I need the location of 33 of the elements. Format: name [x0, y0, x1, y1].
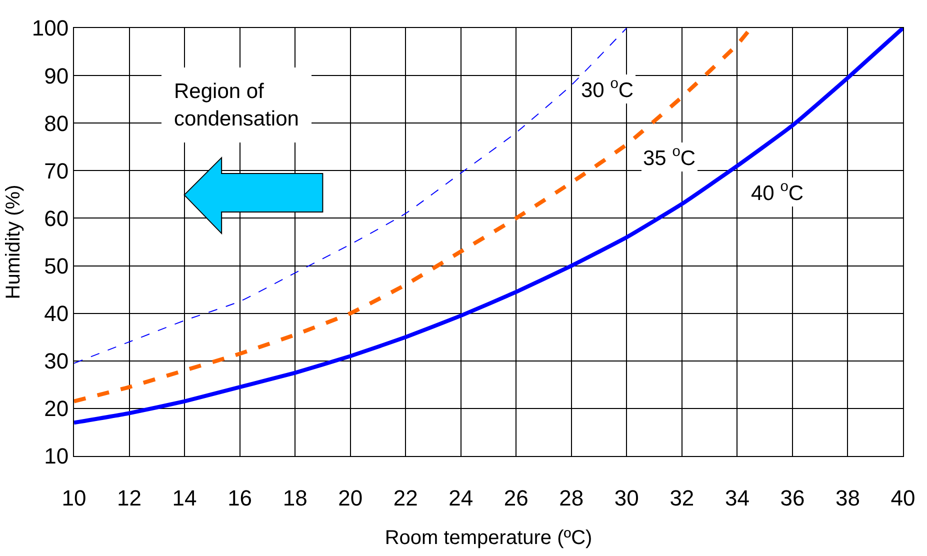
- x-tick-label: 38: [835, 485, 860, 510]
- y-tick-label: 90: [44, 63, 69, 88]
- x-tick-label: 20: [338, 485, 363, 510]
- x-tick-label: 34: [724, 485, 750, 510]
- y-tick-label: 20: [44, 396, 69, 422]
- series-label: 30 $^{o}$C: [581, 76, 634, 102]
- y-tick-label: 30: [44, 348, 69, 374]
- x-tick-label: 18: [282, 485, 308, 510]
- series-label: 35 $^{o}$C: [643, 144, 696, 170]
- annotation: Region of condensation: [174, 80, 299, 130]
- x-tick-label: 12: [117, 485, 142, 510]
- x-tick-label: 22: [393, 485, 418, 510]
- y-tick-label: 80: [44, 110, 69, 136]
- x-axis-title: Room temperature (ºC): [384, 526, 592, 549]
- series-label: 40 $^{o}$C: [751, 179, 804, 205]
- y-tick-label: 60: [44, 206, 69, 231]
- y-tick-label: 50: [44, 253, 69, 278]
- x-tick-label: 24: [448, 485, 474, 510]
- x-tick-label: 32: [670, 485, 694, 510]
- x-tick-label: 10: [62, 485, 86, 510]
- x-tick-label: 28: [559, 485, 584, 510]
- x-tick-label: 14: [172, 485, 197, 510]
- y-tick-label: 40: [44, 301, 69, 326]
- y-axis-title: Humidity (%): [2, 184, 24, 300]
- x-tick-label: 16: [228, 485, 252, 510]
- x-tick-label: 26: [504, 485, 528, 510]
- x-tick-label: 40: [890, 485, 916, 510]
- y-tick-label: 100: [32, 16, 69, 41]
- x-tick-label: 36: [780, 485, 805, 510]
- line-series: [74, 28, 903, 425]
- y-tick-label: 70: [44, 158, 69, 184]
- y-tick-label: 10: [44, 444, 69, 469]
- x-tick-label: 30: [614, 485, 639, 510]
